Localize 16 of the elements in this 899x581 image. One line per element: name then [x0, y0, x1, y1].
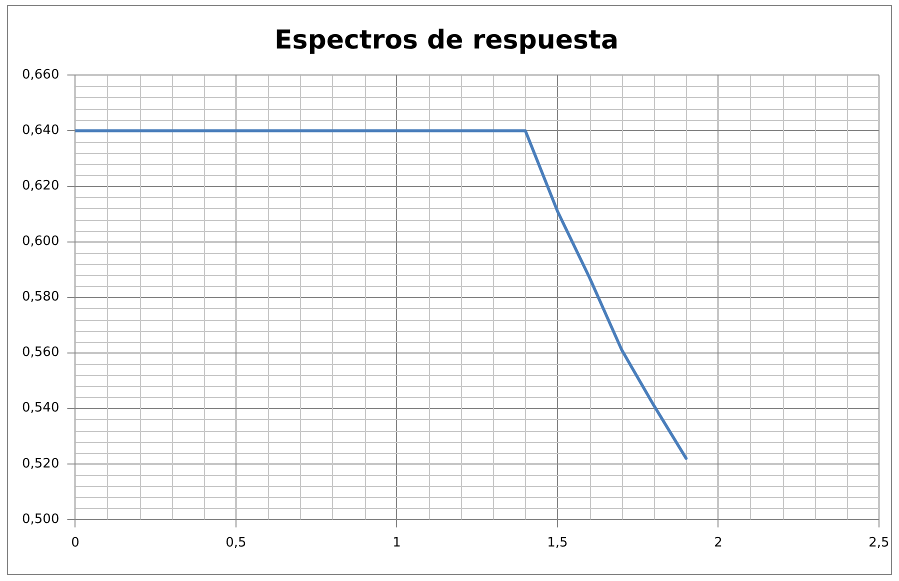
- x-tick-label: 0: [71, 536, 80, 551]
- y-tick-label: 0,500: [22, 512, 60, 527]
- chart-title: Espectros de respuesta: [274, 25, 618, 56]
- y-tick-label: 0,580: [22, 290, 60, 305]
- x-tick-label: 1: [392, 536, 401, 551]
- y-tick-label: 0,520: [22, 456, 60, 472]
- y-tick-label: 0,540: [22, 400, 60, 416]
- y-tick-label: 0,640: [22, 123, 60, 138]
- y-tick-label: 0,660: [22, 68, 60, 83]
- y-tick-label: 0,600: [22, 234, 60, 250]
- x-tick-label: 2,5: [868, 536, 890, 551]
- y-tick-label: 0,620: [22, 178, 60, 194]
- x-tick-label: 1,5: [547, 536, 568, 551]
- x-tick-label: 2: [714, 536, 722, 551]
- y-tick-label: 0,560: [22, 345, 60, 360]
- x-tick-label: 0,5: [226, 536, 246, 551]
